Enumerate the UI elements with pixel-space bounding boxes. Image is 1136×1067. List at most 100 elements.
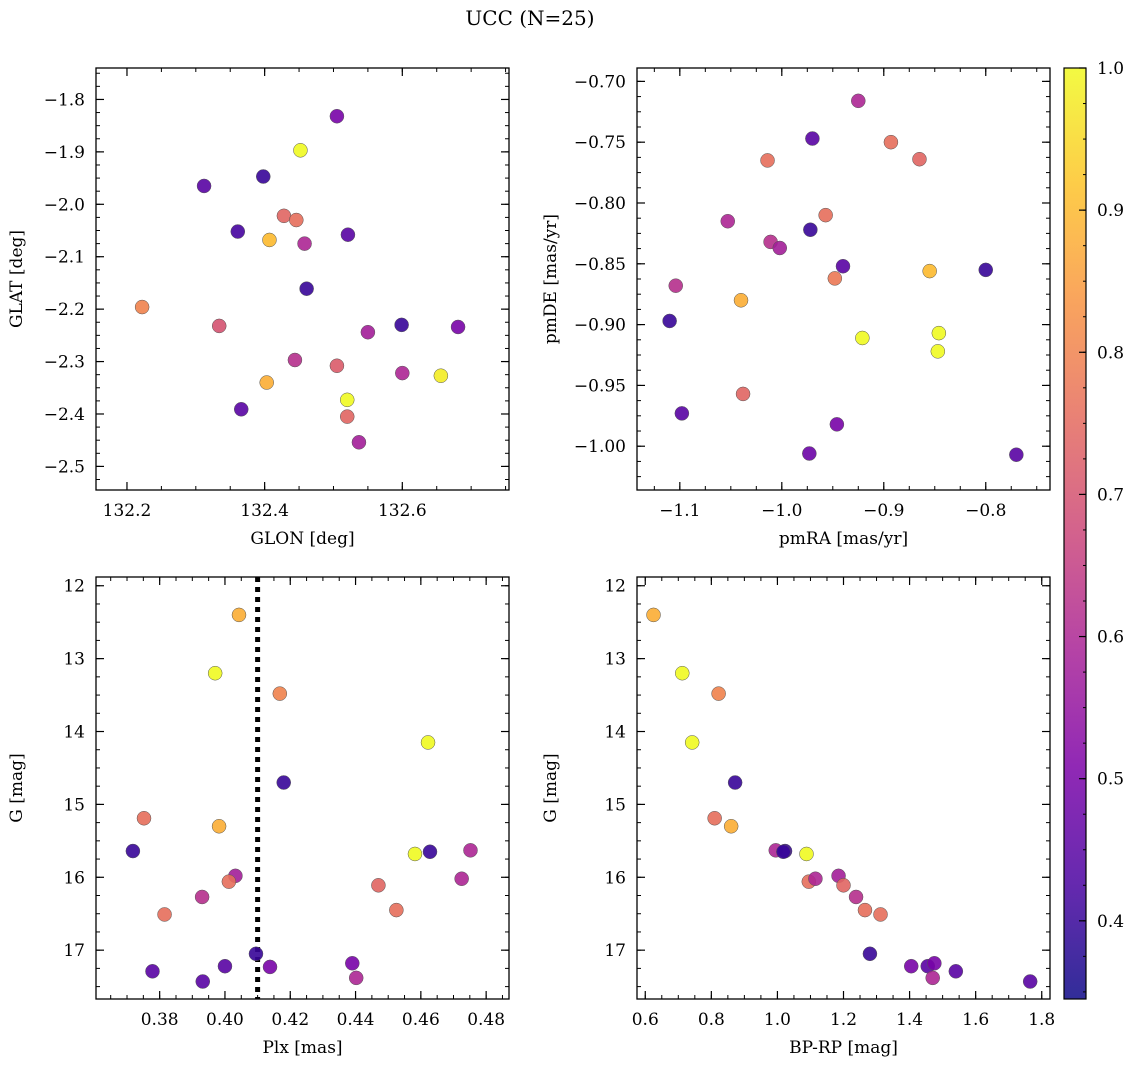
colorbar-tick-label: 0.6 (1097, 628, 1124, 648)
parallax-x-tick-label: 0.44 (337, 1010, 375, 1030)
position-y-tick-label: −2.1 (44, 248, 85, 268)
cmd-data-point (808, 871, 823, 886)
cmd-data-point (862, 946, 878, 962)
cmd-x-tick-label: 1.2 (830, 1010, 857, 1030)
proper-motion-data-point (772, 240, 788, 256)
position-y-tick-label: −1.9 (44, 143, 85, 163)
position-data-point (230, 224, 246, 239)
proper-motion-data-point (720, 213, 736, 229)
position-data-point (276, 208, 292, 224)
position-data-point (262, 232, 277, 248)
cmd-data-point (799, 846, 814, 862)
cmd-data-point (848, 889, 864, 905)
parallax-data-point (248, 946, 264, 962)
proper-motion-data-point (931, 325, 947, 341)
parallax-axes-frame (95, 576, 510, 1000)
proper-motion-data-point (803, 222, 818, 237)
position-y-tick-label: −2.5 (44, 457, 85, 477)
proper-motion-data-point (851, 93, 866, 109)
proper-motion-data-point (760, 153, 775, 168)
parallax-y-axis-label: G [mag] (7, 753, 27, 822)
position-data-point (287, 352, 303, 368)
parallax-data-point (211, 819, 227, 834)
position-data-point (394, 317, 409, 333)
position-data-point (340, 227, 356, 242)
parallax-x-tick-label: 0.48 (467, 1010, 505, 1030)
proper-motion-y-tick-label: −0.70 (574, 72, 626, 92)
proper-motion-data-point (805, 131, 820, 146)
cmd-data-point (873, 907, 888, 922)
cmd-x-tick-label: 1.4 (896, 1010, 923, 1030)
parallax-data-point (221, 874, 237, 889)
parallax-data-point (195, 974, 211, 989)
position-data-point (233, 402, 249, 417)
position-y-tick-label: −1.8 (44, 90, 85, 110)
cmd-data-point (675, 665, 690, 681)
proper-motion-y-tick-label: −1.00 (574, 437, 626, 457)
cmd-data-point (684, 735, 700, 750)
colorbar-tick-label: 0.7 (1097, 485, 1124, 505)
cmd-data-point (1022, 974, 1038, 989)
cmd-y-tick-label: 15 (604, 795, 626, 815)
cmd-data-point (727, 775, 743, 790)
position-data-point (259, 375, 274, 390)
parallax-data-point (420, 735, 436, 750)
position-data-point (450, 319, 466, 335)
position-data-point (433, 368, 449, 383)
proper-motion-data-point (802, 446, 817, 461)
parallax-data-point (407, 846, 423, 862)
position-data-point (134, 299, 150, 315)
cmd-data-point (948, 964, 964, 979)
proper-motion-data-point (733, 293, 749, 308)
cmd-x-tick-label: 1.6 (962, 1010, 989, 1030)
parallax-data-point (157, 907, 172, 922)
proper-motion-data-point (855, 330, 870, 346)
position-data-point (196, 178, 212, 194)
parallax-data-point (389, 902, 404, 918)
position-data-point (395, 365, 410, 381)
parallax-y-tick-label: 14 (63, 723, 85, 743)
parallax-x-tick-label: 0.46 (402, 1010, 440, 1030)
colorbar-gradient (1064, 68, 1086, 999)
position-y-tick-label: −2.2 (44, 300, 85, 320)
proper-motion-data-point (978, 262, 994, 278)
position-data-point (289, 212, 304, 228)
cmd-data-point (903, 958, 919, 974)
cmd-data-point (646, 607, 661, 623)
position-y-tick-label: −2.0 (44, 195, 85, 215)
proper-motion-data-point (912, 151, 927, 167)
parallax-data-point (231, 607, 247, 623)
proper-motion-axes-frame (636, 67, 1051, 491)
colorbar-tick-label: 0.5 (1097, 770, 1124, 790)
position-x-tick-label: 132.2 (103, 501, 152, 521)
parallax-data-point (125, 843, 141, 859)
proper-motion-x-tick-label: −1.1 (659, 501, 700, 521)
proper-motion-data-point (818, 207, 833, 223)
parallax-x-tick-label: 0.42 (271, 1010, 309, 1030)
position-y-axis-label: GLAT [deg] (7, 230, 27, 328)
position-data-point (329, 108, 345, 124)
proper-motion-data-point (827, 271, 843, 286)
position-data-point (293, 143, 308, 158)
colorbar-tick-label: 0.9 (1097, 201, 1124, 221)
cmd-y-tick-label: 17 (604, 941, 626, 961)
parallax-data-point (207, 665, 223, 681)
cmd-x-tick-label: 0.8 (698, 1010, 725, 1030)
proper-motion-data-point (829, 417, 845, 432)
parallax-data-point (371, 878, 386, 893)
cmd-y-tick-label: 12 (604, 577, 626, 597)
cmd-data-point (711, 686, 726, 701)
parallax-x-tick-label: 0.40 (206, 1010, 244, 1030)
proper-motion-data-point (883, 134, 899, 150)
position-y-tick-label: −2.3 (44, 353, 85, 373)
parallax-data-point (145, 964, 160, 979)
cmd-x-tick-label: 1.8 (1028, 1010, 1055, 1030)
position-data-point (329, 358, 345, 374)
colorbar-tick-label: 0.8 (1097, 343, 1124, 363)
parallax-y-tick-label: 13 (63, 650, 85, 670)
parallax-data-point (276, 775, 291, 790)
parallax-data-point (345, 956, 360, 971)
cmd-data-point (836, 878, 851, 893)
proper-motion-x-tick-label: −1.0 (761, 501, 802, 521)
proper-motion-data-point (662, 313, 677, 329)
